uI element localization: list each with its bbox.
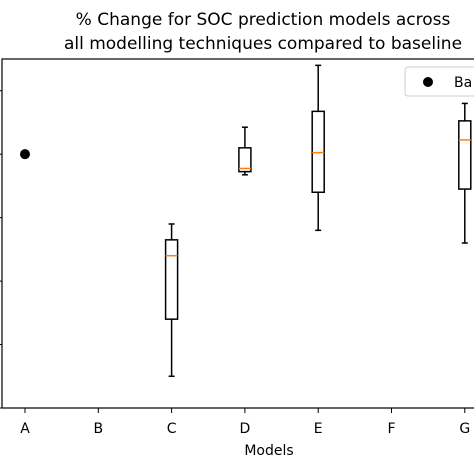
x-tick-label-c: C bbox=[167, 421, 177, 437]
x-tick-label-a: A bbox=[20, 421, 30, 437]
x-tick-label-f: F bbox=[387, 421, 395, 437]
x-tick-label-b: B bbox=[93, 421, 103, 437]
baseline-series bbox=[20, 149, 30, 160]
box-iqr bbox=[238, 147, 252, 173]
boxplot-c bbox=[164, 223, 179, 378]
x-tick-label-d: D bbox=[240, 421, 251, 437]
legend-frame bbox=[404, 66, 474, 97]
box-iqr bbox=[311, 110, 325, 194]
x-axis: A B C D E F G bbox=[0, 90, 470, 437]
legend-label-baseline: Ba bbox=[454, 75, 472, 91]
box-iqr bbox=[458, 120, 472, 190]
boxplot-series bbox=[164, 64, 472, 378]
boxplot-g bbox=[458, 102, 472, 244]
chart-title-line-2: all modelling techniques compared to bas… bbox=[64, 34, 462, 54]
legend: Ba bbox=[404, 66, 474, 97]
chart-title-line-1: % Change for SOC prediction models acros… bbox=[76, 10, 451, 30]
baseline-point-a bbox=[20, 149, 30, 160]
boxplot-e bbox=[311, 64, 325, 232]
x-tick-label-g: G bbox=[459, 421, 470, 437]
x-tick-label-e: E bbox=[314, 421, 323, 437]
boxplot-d bbox=[238, 126, 252, 176]
x-axis-label: Models bbox=[244, 443, 293, 459]
box-iqr bbox=[164, 239, 179, 320]
plot-area bbox=[1, 58, 474, 409]
legend-marker-baseline bbox=[423, 77, 433, 87]
